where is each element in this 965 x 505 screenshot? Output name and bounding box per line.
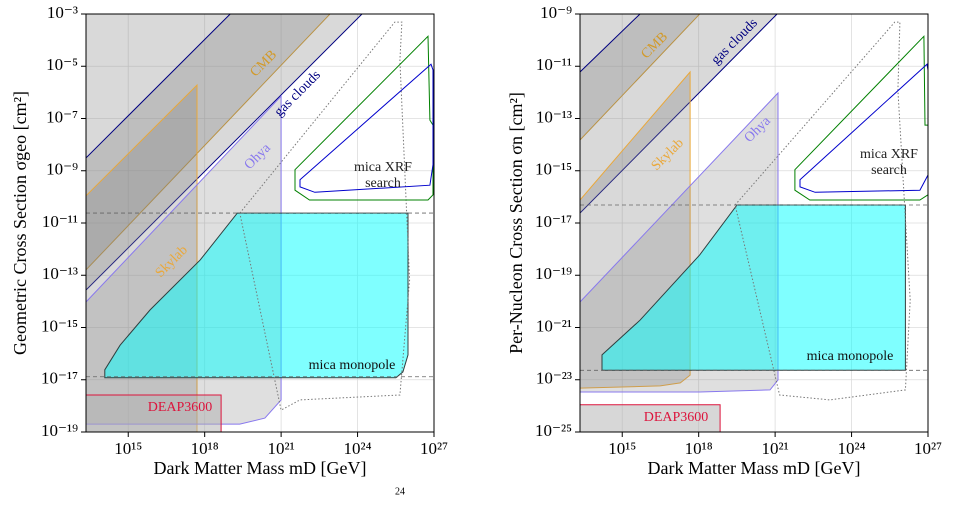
x-tick-label: 10²¹ [268, 439, 295, 458]
region-label: DEAP3600 [644, 410, 709, 425]
region [294, 35, 434, 201]
x-tick-label: 10²⁷ [420, 439, 448, 458]
region [601, 204, 906, 371]
y-tick-label: 10⁻¹⁹ [41, 421, 78, 440]
plot-frame [85, 13, 435, 433]
region-label: mica XRF search [354, 160, 412, 191]
x-tick-label: 10¹⁵ [608, 439, 636, 458]
y-tick-label: 10⁻¹⁹ [535, 264, 572, 283]
region-label: mica XRF search [860, 147, 918, 178]
region [794, 35, 928, 201]
x-tick-label: 10²¹ [762, 439, 789, 458]
region [86, 14, 331, 271]
region-label: DEAP3600 [148, 400, 213, 415]
y-tick-label: 10⁻²⁵ [535, 421, 572, 440]
x-tick-label: 10²⁴ [838, 439, 866, 458]
y-tick-label: 10⁻¹¹ [42, 212, 78, 231]
region-label: mica monopole [807, 349, 894, 364]
region [580, 14, 701, 141]
region [734, 21, 911, 401]
y-tick-label: 10⁻¹³ [42, 264, 78, 283]
y-tick-label: 10⁻³ [47, 3, 78, 22]
y-tick-label: 10⁻⁵ [46, 55, 78, 74]
y-tick-label: 10⁻²¹ [536, 316, 572, 335]
regions [580, 14, 928, 432]
region [799, 63, 928, 193]
y-axis-label: Geometric Cross Section σgeo [cm²] [10, 91, 30, 355]
y-tick-label: 10⁻¹⁷ [535, 212, 572, 231]
region [86, 14, 363, 291]
x-tick-label: 10¹⁸ [685, 439, 713, 458]
region [239, 21, 411, 411]
region [299, 63, 434, 193]
y-tick-label: 10⁻⁷ [46, 107, 78, 126]
y-tick-label: 10⁻¹⁷ [41, 369, 78, 388]
y-tick-label: 10⁻¹⁵ [535, 160, 572, 179]
y-tick-label: 10⁻¹⁵ [41, 316, 78, 335]
x-tick-label: 10²⁴ [344, 439, 372, 458]
region [580, 14, 778, 214]
region [86, 394, 222, 432]
x-tick-label: 10²⁷ [914, 439, 942, 458]
y-axis-label: Per-Nucleon Cross Section σn [cm²] [506, 92, 526, 354]
x-tick-label: 10¹⁵ [114, 439, 142, 458]
regions [86, 14, 434, 432]
x-tick-label: 10¹⁸ [191, 439, 219, 458]
page-fragment: 24 [395, 486, 405, 497]
region [580, 404, 721, 432]
y-tick-label: 10⁻⁹ [540, 3, 572, 22]
y-tick-label: 10⁻¹³ [536, 107, 572, 126]
y-tick-label: 10⁻¹¹ [536, 55, 572, 74]
y-tick-label: 10⁻²³ [536, 369, 572, 388]
region-label: mica monopole [309, 358, 396, 373]
y-tick-label: 10⁻⁹ [46, 160, 78, 179]
x-axis-label: Dark Matter Mass mD [GeV] [154, 458, 367, 478]
x-axis-label: Dark Matter Mass mD [GeV] [648, 458, 861, 478]
plot-frame [579, 13, 929, 433]
